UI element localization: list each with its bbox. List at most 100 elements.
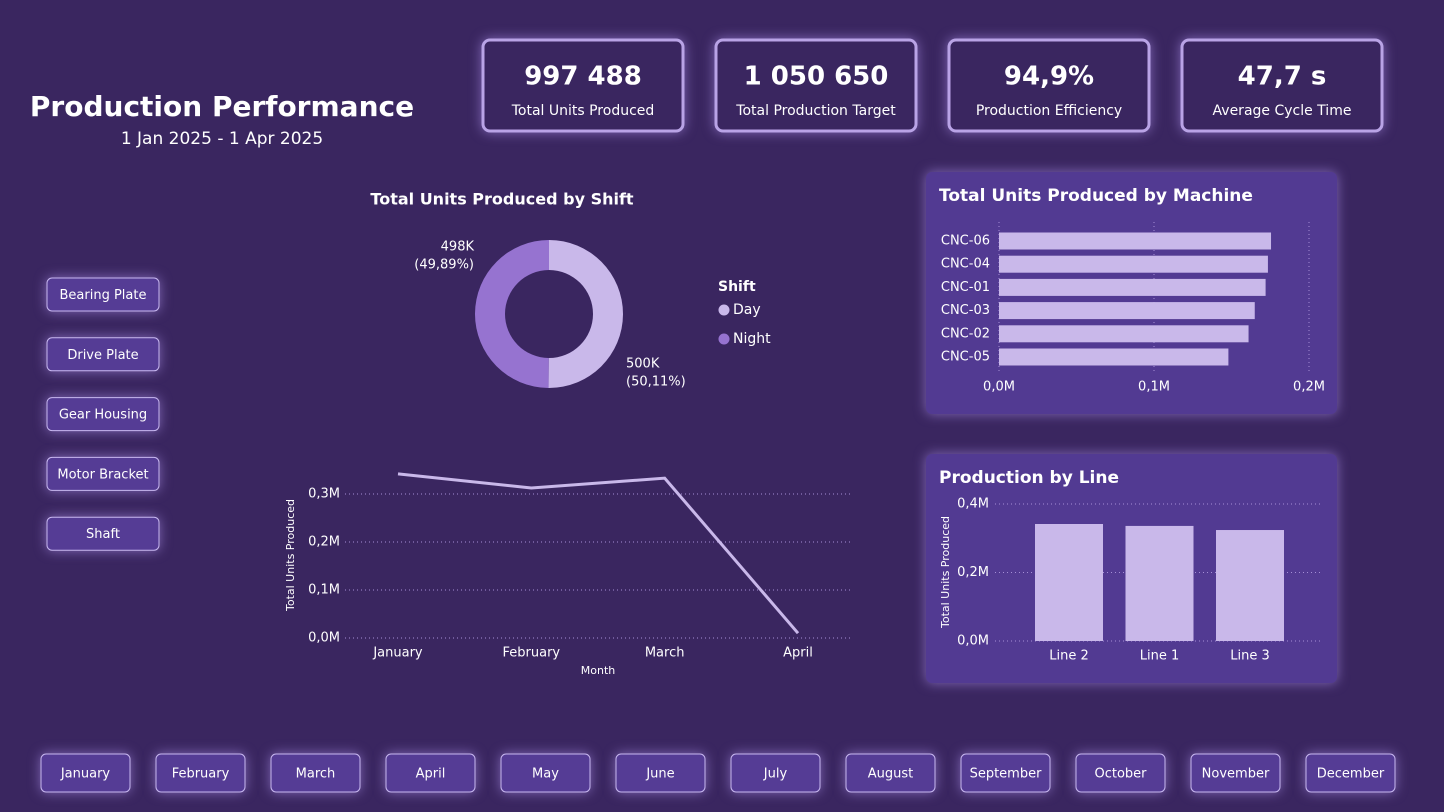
kpi-card (714, 38, 918, 133)
product-button[interactable] (46, 337, 160, 372)
legend-label: Night (733, 331, 771, 347)
kpi-value: 1 050 650 (744, 62, 889, 92)
product-button[interactable] (46, 516, 160, 551)
y-tick-label: 0,3M (308, 487, 340, 502)
kpi-card (1180, 38, 1384, 133)
bar (999, 232, 1272, 250)
x-tick-label: 0,0M (983, 380, 1015, 395)
month-button[interactable] (1305, 753, 1396, 793)
y-tick-label: 0,1M (308, 583, 340, 598)
chart-title: Production by Line (939, 468, 1119, 488)
month-button[interactable] (385, 753, 476, 793)
month-button-label[interactable]: February (172, 767, 230, 782)
product-button-label[interactable]: Bearing Plate (60, 288, 147, 303)
x-tick-label: January (372, 646, 423, 661)
y-tick-label: CNC-03 (941, 303, 990, 318)
month-button[interactable] (270, 753, 361, 793)
legend-title: Shift (718, 279, 756, 295)
bar (999, 325, 1249, 343)
product-button[interactable] (46, 456, 160, 491)
y-tick-label: CNC-02 (941, 326, 990, 341)
kpi-value: 94,9% (1004, 62, 1094, 92)
chart-title: Total Units Produced by Shift (370, 190, 634, 209)
x-tick-label: Line 3 (1230, 649, 1270, 664)
product-button-label[interactable]: Shaft (86, 527, 120, 542)
data-label-percent: (50,11%) (626, 375, 686, 390)
kpi-label: Production Efficiency (976, 103, 1122, 119)
y-tick-label: 0,4M (957, 497, 989, 512)
y-tick-label: CNC-05 (941, 350, 990, 365)
month-button[interactable] (1075, 753, 1166, 793)
legend-marker (718, 333, 730, 345)
month-button-label[interactable]: June (645, 767, 674, 782)
x-tick-label: April (783, 646, 813, 661)
y-tick-label: CNC-04 (941, 257, 990, 272)
month-button[interactable] (155, 753, 246, 793)
x-tick-label: March (645, 646, 685, 661)
donut-slice (474, 240, 549, 388)
bar (999, 278, 1266, 296)
date-range: 1 Jan 2025 - 1 Apr 2025 (121, 129, 323, 149)
kpi-label: Total Production Target (735, 103, 896, 119)
x-tick-label: February (503, 646, 561, 661)
legend-label: Day (733, 302, 761, 318)
bar (1035, 524, 1103, 641)
kpi-card (947, 38, 1151, 133)
bar (999, 255, 1268, 273)
x-tick-label: Line 2 (1049, 649, 1089, 664)
x-tick-label: Line 1 (1140, 649, 1180, 664)
month-button-label[interactable]: January (60, 767, 111, 782)
data-label: 498K (441, 240, 475, 255)
bar (999, 348, 1229, 366)
chart-title: Total Units Produced by Machine (939, 186, 1253, 206)
month-button-label[interactable]: April (416, 767, 446, 782)
product-button-label[interactable]: Gear Housing (59, 408, 147, 423)
bar (999, 302, 1255, 320)
kpi-label: Total Units Produced (511, 103, 655, 119)
month-button[interactable] (845, 753, 936, 793)
legend-marker (718, 304, 730, 316)
donut-slice (548, 240, 623, 388)
month-button-label[interactable]: August (868, 767, 914, 782)
month-button-label[interactable]: July (763, 767, 788, 782)
month-button[interactable] (1190, 753, 1281, 793)
month-button-label[interactable]: November (1202, 767, 1270, 782)
y-axis-title: Total Units Produced (284, 499, 297, 612)
x-axis-title: Month (581, 664, 616, 677)
y-tick-label: 0,2M (957, 565, 989, 580)
kpi-value: 997 488 (524, 62, 642, 92)
y-tick-label: 0,0M (957, 634, 989, 649)
y-tick-label: 0,2M (308, 535, 340, 550)
month-button[interactable] (615, 753, 706, 793)
month-button-label[interactable]: December (1317, 767, 1385, 782)
bar (1216, 530, 1284, 641)
kpi-card (481, 38, 685, 133)
month-button[interactable] (960, 753, 1051, 793)
month-button[interactable] (40, 753, 131, 793)
y-axis-title: Total Units Produced (939, 516, 952, 629)
product-button-label[interactable]: Drive Plate (67, 348, 138, 363)
y-tick-label: CNC-01 (941, 280, 990, 295)
page-title: Production Performance (30, 90, 414, 123)
data-label-percent: (49,89%) (414, 258, 474, 273)
kpi-value: 47,7 s (1238, 62, 1327, 92)
product-button-label[interactable]: Motor Bracket (57, 467, 148, 482)
x-tick-label: 0,2M (1293, 380, 1325, 395)
month-button-label[interactable]: May (532, 767, 559, 782)
month-button-label[interactable]: September (970, 767, 1043, 782)
data-label: 500K (626, 357, 660, 372)
month-button-label[interactable]: March (296, 767, 336, 782)
month-button[interactable] (730, 753, 821, 793)
kpi-label: Average Cycle Time (1213, 103, 1352, 119)
line (397, 472, 800, 635)
bar (1125, 525, 1194, 641)
product-button[interactable] (46, 277, 160, 312)
month-button-label[interactable]: October (1094, 767, 1147, 782)
product-button[interactable] (46, 397, 160, 432)
y-tick-label: CNC-06 (941, 234, 990, 249)
y-tick-label: 0,0M (308, 631, 340, 646)
x-tick-label: 0,1M (1138, 380, 1170, 395)
month-button[interactable] (500, 753, 591, 793)
